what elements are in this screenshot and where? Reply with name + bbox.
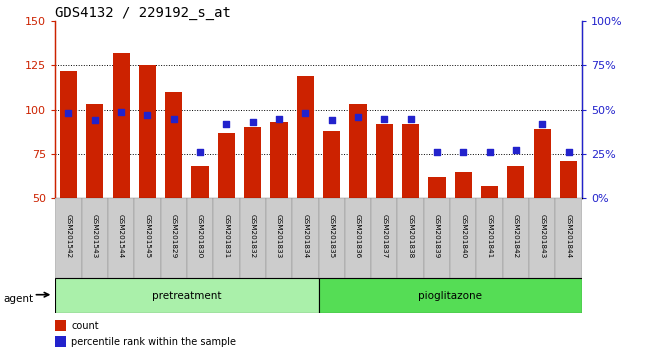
Text: GSM201839: GSM201839 <box>434 215 440 258</box>
Bar <box>244 127 261 198</box>
Point <box>458 149 469 155</box>
Text: percentile rank within the sample: percentile rank within the sample <box>71 337 236 347</box>
Text: GSM201844: GSM201844 <box>566 215 571 258</box>
Bar <box>266 198 292 278</box>
Point <box>353 114 363 120</box>
Bar <box>86 104 103 198</box>
Point <box>63 110 73 116</box>
Text: GSM201841: GSM201841 <box>487 215 493 258</box>
Bar <box>135 198 161 278</box>
Bar <box>187 198 213 278</box>
Bar <box>424 198 450 278</box>
Text: GSM201829: GSM201829 <box>171 215 177 258</box>
Bar <box>165 92 182 198</box>
Text: GSM201831: GSM201831 <box>224 215 229 258</box>
Point <box>195 149 205 155</box>
Point <box>537 121 547 127</box>
Point <box>511 148 521 153</box>
Text: GSM201840: GSM201840 <box>460 215 466 258</box>
Text: GDS4132 / 229192_s_at: GDS4132 / 229192_s_at <box>55 6 231 20</box>
Text: GSM201835: GSM201835 <box>329 215 335 258</box>
Text: GSM201544: GSM201544 <box>118 215 124 258</box>
Text: agent: agent <box>3 294 33 304</box>
Bar <box>323 131 340 198</box>
Bar <box>556 198 582 278</box>
Text: GSM201543: GSM201543 <box>92 215 98 258</box>
Bar <box>529 198 556 278</box>
Bar <box>398 198 424 278</box>
Point <box>300 110 311 116</box>
Bar <box>508 166 525 198</box>
Bar <box>455 172 472 198</box>
Bar <box>345 198 371 278</box>
Text: GSM201843: GSM201843 <box>540 215 545 258</box>
Bar <box>108 198 135 278</box>
Text: GSM201545: GSM201545 <box>144 215 150 258</box>
Text: GSM201836: GSM201836 <box>355 215 361 258</box>
Bar <box>192 166 209 198</box>
Point <box>564 149 574 155</box>
Text: GSM201833: GSM201833 <box>276 215 282 258</box>
Bar <box>534 129 551 198</box>
Text: GSM201842: GSM201842 <box>513 215 519 258</box>
Bar <box>560 161 577 198</box>
Point <box>90 118 100 123</box>
Bar <box>297 76 314 198</box>
Bar <box>376 124 393 198</box>
Bar <box>55 336 66 347</box>
Text: GSM201837: GSM201837 <box>382 215 387 258</box>
Point <box>406 116 416 121</box>
Bar <box>55 198 82 278</box>
Point <box>326 118 337 123</box>
Bar <box>481 186 498 198</box>
Bar <box>240 198 266 278</box>
Point <box>484 149 495 155</box>
Point <box>221 121 231 127</box>
Text: pretreatment: pretreatment <box>152 291 222 301</box>
Bar <box>55 278 318 313</box>
Text: pioglitazone: pioglitazone <box>418 291 482 301</box>
Bar <box>450 198 476 278</box>
Bar <box>503 198 529 278</box>
Point <box>274 116 284 121</box>
Bar <box>318 198 345 278</box>
Point <box>142 112 153 118</box>
Text: GSM201838: GSM201838 <box>408 215 413 258</box>
Text: GSM201542: GSM201542 <box>66 215 72 258</box>
Bar <box>139 65 156 198</box>
Bar <box>60 71 77 198</box>
Text: GSM201830: GSM201830 <box>197 215 203 258</box>
Bar <box>428 177 445 198</box>
Bar <box>350 104 367 198</box>
Bar <box>161 198 187 278</box>
Bar <box>371 198 398 278</box>
Bar <box>292 198 318 278</box>
Text: count: count <box>71 321 99 331</box>
Bar <box>55 320 66 331</box>
Bar <box>318 278 582 313</box>
Point <box>116 109 126 114</box>
Text: GSM201834: GSM201834 <box>302 215 308 258</box>
Point <box>379 116 389 121</box>
Point <box>248 119 258 125</box>
Bar <box>82 198 108 278</box>
Bar <box>213 198 240 278</box>
Bar <box>218 133 235 198</box>
Text: GSM201832: GSM201832 <box>250 215 255 258</box>
Point <box>432 149 442 155</box>
Bar <box>112 53 129 198</box>
Bar <box>476 198 503 278</box>
Bar <box>402 124 419 198</box>
Bar <box>270 122 287 198</box>
Point <box>168 116 179 121</box>
